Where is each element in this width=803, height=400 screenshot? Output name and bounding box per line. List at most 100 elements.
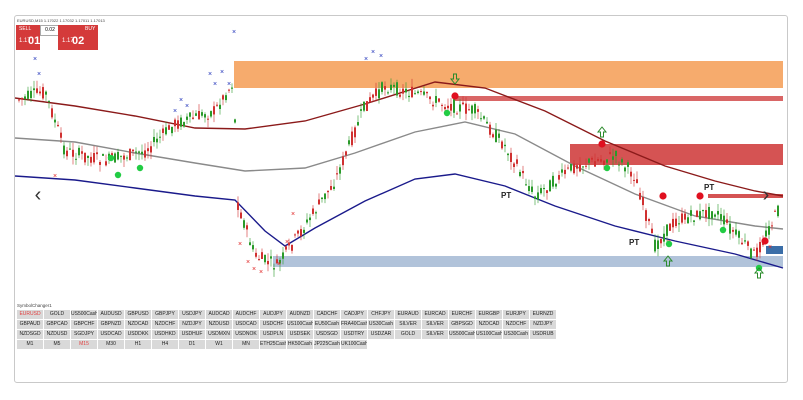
symbol-button[interactable]: CADJPY bbox=[341, 310, 367, 319]
symbol-button[interactable]: HK50Cash bbox=[287, 340, 313, 349]
symbol-button[interactable]: GBPSGD bbox=[449, 320, 475, 329]
timeframe-button[interactable]: M1 bbox=[17, 340, 43, 349]
symbol-button[interactable]: GBPJPY bbox=[152, 310, 178, 319]
symbol-button[interactable]: AUDCHF bbox=[233, 310, 259, 319]
prev-slide-button[interactable]: ‹ bbox=[34, 184, 42, 206]
buy-signal-dot bbox=[665, 240, 673, 248]
timeframe-button[interactable]: M30 bbox=[98, 340, 124, 349]
symbol-button[interactable]: AUDJPY bbox=[260, 310, 286, 319]
candle-body bbox=[45, 91, 47, 95]
symbol-button[interactable]: EURCAD bbox=[422, 310, 448, 319]
symbol-button[interactable]: EURNZD bbox=[530, 310, 556, 319]
symbol-button[interactable]: AUDCAD bbox=[206, 310, 232, 319]
volume-field[interactable]: 0.02 bbox=[40, 25, 60, 36]
symbol-button[interactable]: FRA40Cash bbox=[341, 320, 367, 329]
symbol-button[interactable]: NZDUSD bbox=[206, 320, 232, 329]
candle-body bbox=[99, 161, 101, 165]
symbol-button[interactable]: SILVER bbox=[422, 320, 448, 329]
symbol-button[interactable]: NZDUSD bbox=[44, 330, 70, 339]
symbol-button[interactable]: USDCAD bbox=[98, 330, 124, 339]
timeframe-button[interactable]: H1 bbox=[125, 340, 151, 349]
symbol-button[interactable]: GBPAUD bbox=[17, 320, 43, 329]
timeframe-button[interactable]: D1 bbox=[179, 340, 205, 349]
resistance-line-zone bbox=[455, 96, 783, 101]
symbol-button[interactable]: EURAUD bbox=[395, 310, 421, 319]
symbol-button[interactable]: USDJPY bbox=[179, 310, 205, 319]
candle-body bbox=[159, 136, 161, 138]
sell-label: SELL bbox=[19, 26, 32, 32]
candle-body bbox=[771, 225, 773, 227]
symbol-button[interactable]: USDMXN bbox=[206, 330, 232, 339]
symbol-button[interactable]: SILVER bbox=[422, 330, 448, 339]
symbol-button[interactable]: CHFJPY bbox=[368, 310, 394, 319]
timeframe-button[interactable]: H4 bbox=[152, 340, 178, 349]
symbol-button[interactable]: EURGBP bbox=[476, 310, 502, 319]
symbol-button[interactable]: USDSEK bbox=[287, 330, 313, 339]
symbol-button[interactable]: SGDJPY bbox=[71, 330, 97, 339]
symbol-button[interactable]: GBPNZD bbox=[98, 320, 124, 329]
candle-body bbox=[21, 97, 23, 99]
candle-body bbox=[195, 113, 197, 116]
symbol-button[interactable]: US30Cash bbox=[368, 320, 394, 329]
symbol-button[interactable]: US500Cash bbox=[71, 310, 97, 319]
symbol-button[interactable]: USDPLN bbox=[260, 330, 286, 339]
symbol-button[interactable]: ETH25Cash bbox=[260, 340, 286, 349]
symbol-button[interactable]: USDTRY bbox=[341, 330, 367, 339]
symbol-button[interactable]: GOLD bbox=[44, 310, 70, 319]
candle-body bbox=[678, 223, 680, 225]
symbol-button[interactable]: USDDKK bbox=[125, 330, 151, 339]
symbol-button[interactable]: US100Cash bbox=[476, 330, 502, 339]
symbol-button[interactable]: EURJPY bbox=[503, 310, 529, 319]
candle-body bbox=[603, 160, 605, 165]
candle-body bbox=[417, 91, 419, 94]
timeframe-button[interactable]: M15 bbox=[71, 340, 97, 349]
symbol-button[interactable]: EURUSD bbox=[17, 310, 43, 319]
symbol-button[interactable]: AUDNZD bbox=[287, 310, 313, 319]
candle-body bbox=[393, 84, 395, 87]
symbol-button[interactable]: NZDCAD bbox=[125, 320, 151, 329]
symbol-button[interactable]: NZDCHF bbox=[503, 320, 529, 329]
symbol-button[interactable]: NZDCHF bbox=[152, 320, 178, 329]
candle-body bbox=[717, 211, 719, 215]
symbol-button[interactable]: US500Cash bbox=[449, 330, 475, 339]
symbol-button[interactable]: GBPCHF bbox=[71, 320, 97, 329]
symbol-button[interactable]: US30Cash bbox=[503, 330, 529, 339]
red-x-marker: × bbox=[259, 269, 263, 276]
sell-arrow-outline bbox=[449, 73, 461, 85]
symbol-button[interactable]: UK100Cash bbox=[341, 340, 367, 349]
symbol-button[interactable]: USDHKD bbox=[152, 330, 178, 339]
symbol-button[interactable]: NZDJPY bbox=[530, 320, 556, 329]
candle-body bbox=[660, 239, 662, 244]
next-slide-button[interactable]: › bbox=[762, 184, 770, 206]
symbol-button[interactable]: SILVER bbox=[395, 320, 421, 329]
symbol-button[interactable]: JP225Cash bbox=[314, 340, 340, 349]
timeframe-button[interactable]: M5 bbox=[44, 340, 70, 349]
symbol-button[interactable]: USDZAR bbox=[368, 330, 394, 339]
symbol-button[interactable]: NZDSGD bbox=[17, 330, 43, 339]
symbol-button[interactable]: US100Cash bbox=[287, 320, 313, 329]
symbol-button[interactable]: AUDUSD bbox=[98, 310, 124, 319]
candle-body bbox=[96, 152, 98, 155]
symbol-button[interactable]: USDCAD bbox=[233, 320, 259, 329]
symbol-button[interactable]: GBPUSD bbox=[125, 310, 151, 319]
symbol-button[interactable]: USDNOK bbox=[233, 330, 259, 339]
symbol-button[interactable]: USDRUB bbox=[530, 330, 556, 339]
timeframe-button[interactable]: MN bbox=[233, 340, 259, 349]
timeframe-button[interactable]: W1 bbox=[206, 340, 232, 349]
sell-button[interactable]: SELL 1.17 01 bbox=[16, 25, 40, 50]
candle-body bbox=[180, 117, 182, 127]
symbol-button[interactable]: NZDJPY bbox=[179, 320, 205, 329]
symbol-button[interactable]: CADCHF bbox=[314, 310, 340, 319]
symbol-button[interactable]: NZDCAD bbox=[476, 320, 502, 329]
symbol-button[interactable]: USDHUF bbox=[179, 330, 205, 339]
symbol-button[interactable]: GOLD bbox=[395, 330, 421, 339]
symbol-button[interactable]: EU50Cash bbox=[314, 320, 340, 329]
symbol-button[interactable]: USDSGD bbox=[314, 330, 340, 339]
buy-button[interactable]: BUY 1.17 02 bbox=[58, 25, 98, 50]
candle-body bbox=[498, 133, 500, 138]
symbol-button[interactable]: USDCHF bbox=[260, 320, 286, 329]
symbol-button[interactable]: EURCHF bbox=[449, 310, 475, 319]
candle-body bbox=[693, 220, 695, 222]
symbol-button[interactable]: GBPCAD bbox=[44, 320, 70, 329]
